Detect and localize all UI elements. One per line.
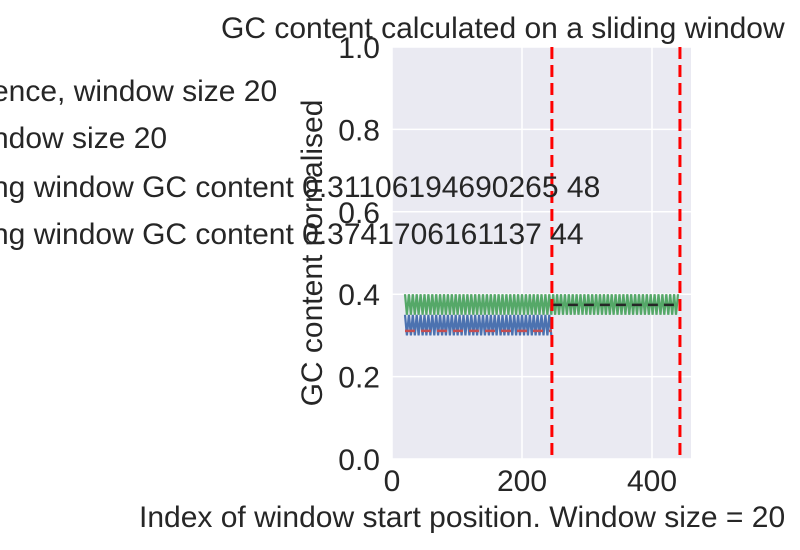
y-tick-label-0: 0.0	[338, 444, 380, 477]
reference-lines	[405, 47, 682, 459]
chart-title: GC content calculated on a sliding windo…	[221, 12, 785, 45]
legend-entry-2: ndow size 20	[0, 122, 167, 155]
y-tick-label-1: 0.2	[338, 362, 380, 395]
x-tick-label-2: 400	[627, 465, 677, 498]
series-2-line	[403, 294, 680, 315]
x-tick-label-1: 200	[497, 465, 547, 498]
y-tick-label-3: 0.6	[338, 197, 380, 230]
series-group	[403, 294, 680, 336]
legend: ence, window size 20 ndow size 20 ng win…	[0, 75, 600, 251]
y-tick-label-5: 1.0	[338, 32, 380, 65]
legend-entry-4: ng window GC content 0.3741706161137 44	[0, 218, 584, 251]
tick-labels: 0 200 400 0.0 0.2 0.4 0.6 0.8 1.0	[338, 32, 677, 498]
x-axis-label: Index of window start position. Window s…	[139, 501, 785, 534]
y-tick-label-2: 0.4	[338, 279, 380, 312]
y-axis-label: GC content normalised	[296, 100, 329, 407]
legend-entry-1: ence, window size 20	[0, 75, 277, 108]
series-1-line	[403, 314, 553, 336]
legend-entry-3: ng window GC content 0.31106194690265 48	[0, 171, 600, 204]
y-tick-label-4: 0.8	[338, 114, 380, 147]
plot-background	[392, 47, 691, 459]
x-tick-label-0: 0	[384, 465, 401, 498]
